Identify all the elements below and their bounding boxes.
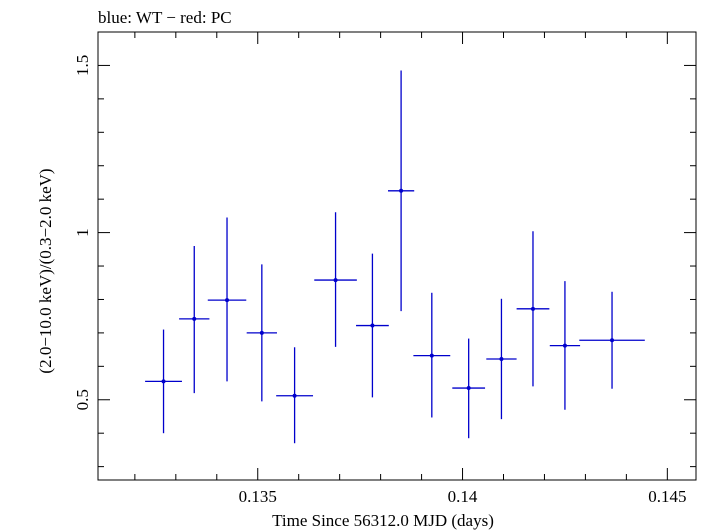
data-marker <box>292 393 297 398</box>
data-marker <box>259 330 264 335</box>
data-series-wt <box>145 70 645 444</box>
tick-labels: 0.135 0.14 0.145 0.5 1 1.5 <box>73 55 686 506</box>
data-point <box>314 212 357 347</box>
x-tick-label: 0.14 <box>448 487 478 506</box>
y-tick-label: 1 <box>73 228 92 237</box>
data-point <box>486 298 517 420</box>
y-tick-label: 1.5 <box>73 55 92 76</box>
plot-frame <box>97 31 697 481</box>
data-marker <box>429 353 434 358</box>
data-marker <box>192 316 197 321</box>
axis-ticks <box>98 31 696 480</box>
data-point <box>276 347 314 444</box>
data-marker <box>333 278 338 283</box>
data-point <box>413 292 451 418</box>
x-tick-label: 0.145 <box>648 487 686 506</box>
data-marker <box>499 356 504 361</box>
chart-title: blue: WT − red: PC <box>98 8 232 27</box>
data-point <box>549 281 581 410</box>
data-point <box>387 70 415 312</box>
data-point <box>246 264 277 402</box>
y-tick-label: 0.5 <box>73 389 92 410</box>
data-marker <box>399 188 404 193</box>
data-marker <box>225 298 230 303</box>
data-point <box>516 231 550 387</box>
data-point <box>145 329 182 434</box>
data-point <box>579 291 645 389</box>
data-marker <box>610 338 615 343</box>
data-point <box>207 217 247 382</box>
x-tick-label: 0.135 <box>239 487 277 506</box>
x-axis-label: Time Since 56312.0 MJD (days) <box>272 511 494 530</box>
data-point <box>356 253 389 398</box>
data-marker <box>562 343 567 348</box>
data-marker <box>370 323 375 328</box>
data-marker <box>466 386 471 391</box>
data-marker <box>530 306 535 311</box>
data-point <box>452 338 486 439</box>
y-axis-label: (2.0−10.0 keV)/(0.3−2.0 keV) <box>36 168 55 373</box>
data-marker <box>161 379 166 384</box>
data-point <box>179 245 210 394</box>
